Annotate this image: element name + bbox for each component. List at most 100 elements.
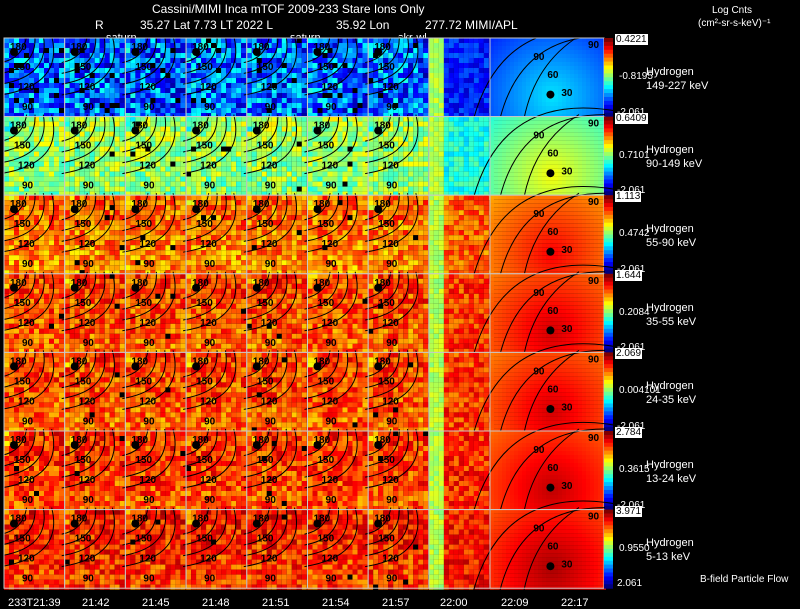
contour-label: 90 <box>22 102 34 113</box>
color-bar <box>604 116 613 196</box>
contour-line <box>473 186 634 276</box>
contour-line <box>304 350 358 410</box>
contour-label: 90 <box>22 259 34 270</box>
header-lon: 35.92 Lon <box>336 18 390 32</box>
header-tail: 277.72 MIMI/APL <box>425 18 518 32</box>
contour-line <box>0 271 45 321</box>
planet-marker <box>546 483 555 492</box>
contour-line <box>0 193 36 232</box>
contour-line <box>523 349 580 434</box>
contour-line <box>243 114 288 164</box>
contour-line <box>61 193 97 232</box>
planet-marker <box>131 362 140 371</box>
contour-label: 150 <box>135 141 152 152</box>
contour-label: 90 <box>265 259 277 270</box>
time-tick-label: 21:45 <box>142 597 170 609</box>
contour-label: 120 <box>139 318 156 329</box>
time-tick-label: 22:00 <box>440 597 468 609</box>
contour-label: 180 <box>71 199 88 210</box>
species-label: Hydrogen <box>646 65 694 78</box>
planet-marker <box>252 283 261 292</box>
planet-marker <box>131 519 140 528</box>
contour-label: 180 <box>10 42 27 53</box>
contour-line <box>182 507 218 546</box>
contour-label: 90 <box>265 181 277 192</box>
contour-label: 120 <box>382 239 399 250</box>
contour-line <box>61 35 106 85</box>
colorbar-max-label: 2.069 <box>615 348 643 360</box>
contour-line <box>61 428 106 478</box>
contour-line <box>61 193 115 253</box>
contour-line <box>243 193 297 253</box>
contour-label: 90 <box>83 181 95 192</box>
planet-marker <box>374 48 383 56</box>
contour-line <box>122 193 167 242</box>
contour-label: 150 <box>257 534 274 545</box>
spectrogram-panel: 180 150 120 90 <box>182 114 252 197</box>
planet-marker <box>546 562 555 571</box>
contour-label: 120 <box>18 318 35 329</box>
spectrogram-panel: 180 150 120 90 <box>122 193 191 276</box>
contour-line <box>182 193 237 253</box>
contour-label: 150 <box>135 219 152 230</box>
planet-marker <box>192 362 201 371</box>
contour-line <box>499 271 606 355</box>
contour-line <box>304 350 349 400</box>
contour-label: 150 <box>75 534 92 545</box>
contour-line <box>122 271 157 310</box>
contour-label: 90 <box>22 495 34 506</box>
species-label: Hydrogen <box>646 537 694 550</box>
contour-label: 90 <box>143 416 155 427</box>
contour-line <box>304 114 358 175</box>
contour-line <box>243 350 288 400</box>
spectrogram-panel: 180 150 120 90 <box>0 428 69 511</box>
contour-line <box>122 271 176 332</box>
spectrogram-panel: 180 150 120 90 <box>243 350 312 433</box>
contour-line <box>122 507 176 568</box>
contour-line <box>499 507 606 591</box>
contour-line <box>365 271 419 332</box>
planet-marker <box>131 205 140 214</box>
contour-line <box>365 271 409 321</box>
planet-marker <box>374 519 383 528</box>
contour-label: 180 <box>314 356 331 367</box>
contour-label: 180 <box>131 356 148 367</box>
planet-marker <box>192 205 201 214</box>
planet-marker <box>131 126 140 135</box>
contour-line <box>0 193 55 253</box>
contour-line <box>499 192 606 276</box>
contour-label: 90 <box>143 181 155 192</box>
spectrogram-panel: 180 150 120 90 <box>61 35 130 118</box>
contour-line <box>182 193 227 242</box>
colorbar-mid-label: 0.4742 <box>619 228 650 240</box>
spectrogram-panel: 180 150 120 90 <box>0 193 69 276</box>
time-tick-label: 21:57 <box>382 597 410 609</box>
contour-line <box>0 507 36 546</box>
contour-line <box>122 35 157 74</box>
contour-label: 150 <box>196 376 213 387</box>
contour-label: 120 <box>200 82 217 93</box>
contour-line <box>243 350 297 410</box>
colorbar-min-label: -2.061 <box>617 264 645 275</box>
contour-line <box>0 428 36 467</box>
contour-line <box>243 507 288 557</box>
contour-line <box>365 350 419 410</box>
contour-label: 150 <box>257 298 274 309</box>
spectrogram-panel <box>428 273 494 354</box>
colorbar-min-label: -2.061 <box>617 185 645 196</box>
contour-label: 120 <box>200 161 217 172</box>
contour-label: 150 <box>75 62 92 73</box>
contour-line <box>122 428 167 478</box>
contour-line <box>61 428 97 467</box>
contour-label: 90 <box>83 574 95 585</box>
contour-label: 150 <box>14 376 31 387</box>
contour-label: 60 <box>547 542 559 553</box>
contour-label: 150 <box>14 62 31 73</box>
spectrogram-panel <box>428 116 494 197</box>
contour-label: 120 <box>322 318 339 329</box>
contour-line <box>499 114 606 198</box>
contour-line <box>365 35 419 96</box>
contour-line <box>61 35 115 96</box>
contour-label: 90 <box>204 416 216 427</box>
